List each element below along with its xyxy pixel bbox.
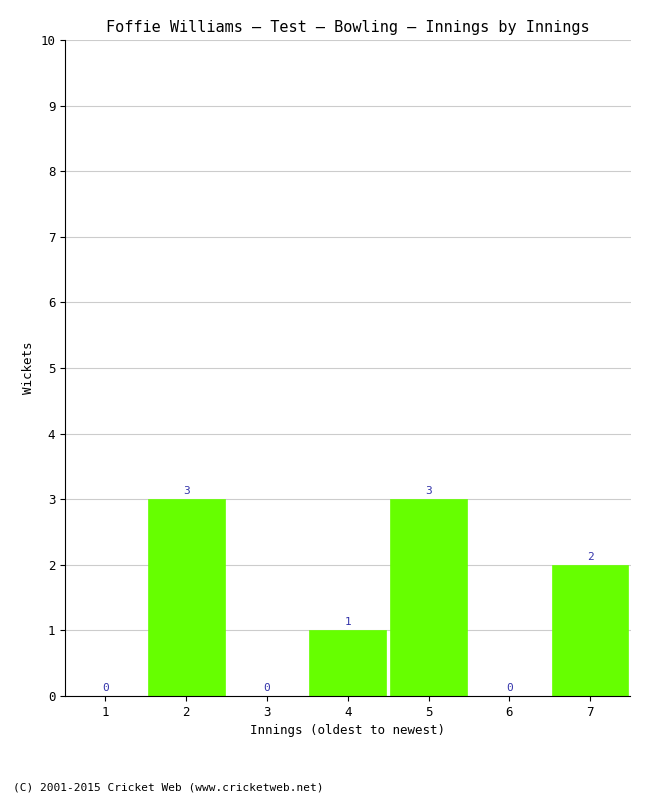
- Y-axis label: Wickets: Wickets: [21, 342, 34, 394]
- Text: 3: 3: [425, 486, 432, 496]
- Bar: [309, 630, 386, 696]
- Bar: [390, 499, 467, 696]
- Text: 1: 1: [344, 617, 351, 627]
- Title: Foffie Williams – Test – Bowling – Innings by Innings: Foffie Williams – Test – Bowling – Innin…: [106, 20, 590, 34]
- Text: 3: 3: [183, 486, 190, 496]
- Text: 0: 0: [506, 682, 513, 693]
- Text: 0: 0: [102, 682, 109, 693]
- Bar: [552, 565, 629, 696]
- Text: (C) 2001-2015 Cricket Web (www.cricketweb.net): (C) 2001-2015 Cricket Web (www.cricketwe…: [13, 782, 324, 792]
- Bar: [148, 499, 224, 696]
- Text: 2: 2: [587, 551, 593, 562]
- X-axis label: Innings (oldest to newest): Innings (oldest to newest): [250, 724, 445, 738]
- Text: 0: 0: [264, 682, 270, 693]
